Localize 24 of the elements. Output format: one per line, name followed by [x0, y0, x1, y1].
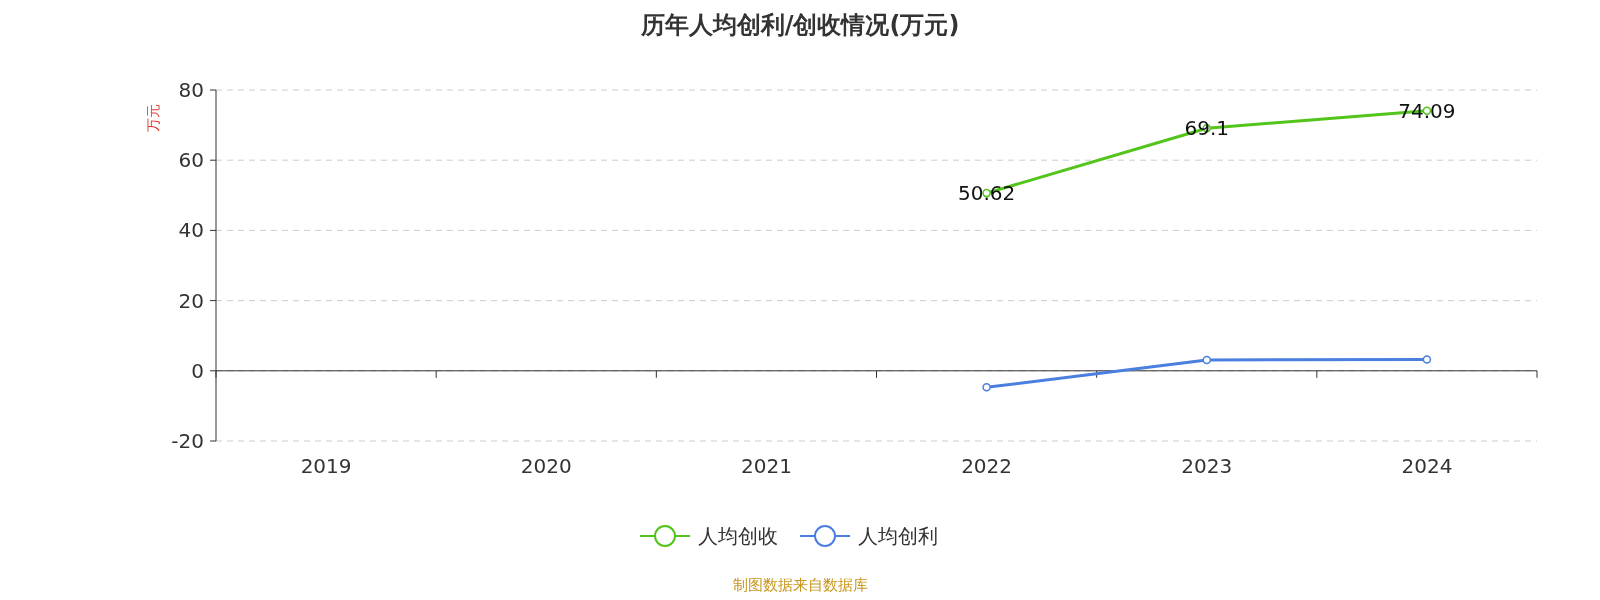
- x-tick-label: 2023: [1181, 454, 1233, 478]
- legend-label: 人均创收: [698, 524, 778, 548]
- legend-item: 人均创利: [799, 524, 938, 548]
- y-tick-label: 0: [191, 358, 204, 383]
- y-tick-label: 60: [178, 148, 204, 173]
- legend-item: 人均创收: [639, 524, 778, 548]
- point: [982, 383, 991, 392]
- x-tick-label: 2021: [740, 454, 792, 478]
- point: [1202, 355, 1211, 365]
- data-label: 74.09: [1398, 98, 1456, 123]
- y-tick-label: 40: [178, 218, 204, 243]
- x-tick-label: 2019: [300, 454, 352, 478]
- chart-title: 历年人均创利/创收情况(万元): [639, 11, 960, 39]
- data-label: 50.62: [957, 181, 1016, 206]
- x-tick-label: 2022: [961, 454, 1013, 478]
- y-tick-label: 20: [178, 288, 204, 313]
- text: 制图数据来自数据库: [732, 576, 868, 594]
- point: [1422, 355, 1432, 364]
- legend-label: 人均创利: [858, 524, 938, 548]
- x-tick-label: 2020: [520, 454, 572, 478]
- x-tick-label: 2024: [1401, 454, 1453, 478]
- y-tick-label: -20: [171, 429, 204, 453]
- y-tick-label: 80: [178, 78, 204, 102]
- y-axis-title: 万元: [145, 104, 161, 132]
